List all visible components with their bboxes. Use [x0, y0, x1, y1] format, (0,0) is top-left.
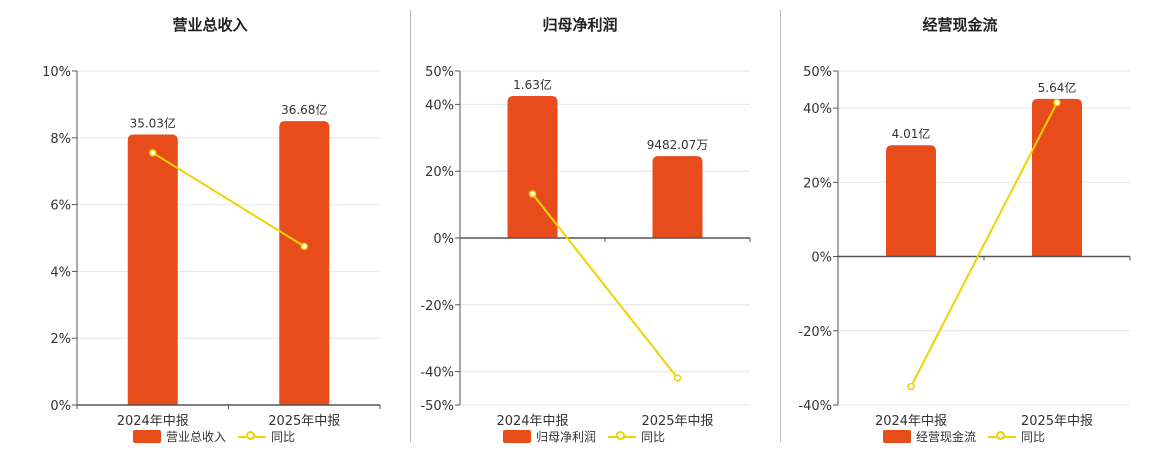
x-category-label: 2025年中报 — [1021, 414, 1093, 429]
bar-value-label: 5.64亿 — [1038, 80, 1077, 95]
yoy-point — [673, 374, 682, 382]
bar — [1032, 98, 1082, 257]
x-category-label: 2024年中报 — [875, 414, 947, 429]
y-tick-label: -20% — [798, 325, 832, 340]
legend-bar-label: 经营现金流 — [916, 430, 977, 444]
chart-title-cashflow: 经营现金流 — [922, 16, 998, 34]
legend-line-swatch — [238, 430, 267, 443]
legend-bar-swatch — [133, 430, 161, 443]
chart-title-revenue: 营业总收入 — [172, 16, 248, 34]
y-tick-label: -20% — [420, 299, 454, 314]
x-category-label: 2025年中报 — [268, 414, 340, 429]
y-tick-label: 6% — [50, 199, 71, 214]
x-category-label: 2025年中报 — [641, 414, 713, 429]
bar — [652, 156, 703, 238]
bar — [279, 121, 330, 405]
y-tick-label: 2% — [50, 332, 71, 347]
y-tick-label: 20% — [803, 176, 832, 191]
panel-divider — [410, 10, 411, 442]
y-tick-label: 40% — [803, 102, 832, 117]
legend-revenue[interactable]: 营业总收入 同比 — [133, 428, 295, 445]
legend-bar-swatch — [503, 430, 531, 443]
x-category-label: 2024年中报 — [117, 414, 189, 429]
y-tick-label: 0% — [433, 232, 454, 247]
y-tick-label: -50% — [420, 399, 454, 414]
yoy-line — [910, 102, 1058, 387]
y-tick-label: 50% — [425, 65, 454, 80]
legend-net-profit[interactable]: 归母净利润 同比 — [503, 428, 665, 445]
yoy-line — [152, 151, 305, 248]
chart-title-net-profit: 归母净利润 — [542, 16, 618, 34]
legend-line-label: 同比 — [641, 430, 666, 444]
bar-value-label: 1.63亿 — [513, 77, 552, 92]
legend-line-swatch — [608, 430, 637, 443]
panel-divider — [780, 10, 781, 442]
legend-line-label: 同比 — [271, 430, 296, 444]
y-tick-label: 10% — [42, 65, 71, 80]
legend-line-swatch — [988, 430, 1017, 443]
yoy-point — [300, 242, 308, 251]
bar — [127, 134, 178, 405]
y-tick-label: 8% — [50, 132, 71, 147]
y-tick-label: -40% — [420, 366, 454, 381]
legend-bar-swatch — [883, 430, 911, 443]
yoy-line — [531, 193, 679, 379]
y-tick-label: 4% — [50, 265, 71, 280]
y-tick-label: 0% — [811, 251, 832, 266]
y-tick-label: 20% — [425, 165, 454, 180]
bar-value-label: 9482.07万 — [647, 138, 709, 152]
y-tick-label: -40% — [798, 399, 832, 414]
bar-value-label: 36.68亿 — [281, 102, 327, 117]
legend-bar-label: 归母净利润 — [536, 430, 597, 444]
yoy-point — [907, 382, 915, 391]
yoy-point — [149, 149, 157, 157]
y-tick-label: 40% — [425, 98, 454, 113]
legend-bar-label: 营业总收入 — [166, 430, 227, 444]
x-category-label: 2024年中报 — [496, 414, 568, 429]
bar — [507, 96, 558, 238]
bar — [886, 145, 936, 257]
y-tick-label: 50% — [803, 65, 832, 80]
bar-value-label: 4.01亿 — [892, 126, 931, 141]
y-tick-label: 0% — [50, 399, 71, 414]
legend-cashflow[interactable]: 经营现金流 同比 — [883, 428, 1045, 445]
yoy-point — [528, 190, 537, 198]
legend-line-label: 同比 — [1021, 430, 1046, 444]
bar-value-label: 35.03亿 — [130, 115, 176, 130]
yoy-point — [1053, 98, 1061, 107]
